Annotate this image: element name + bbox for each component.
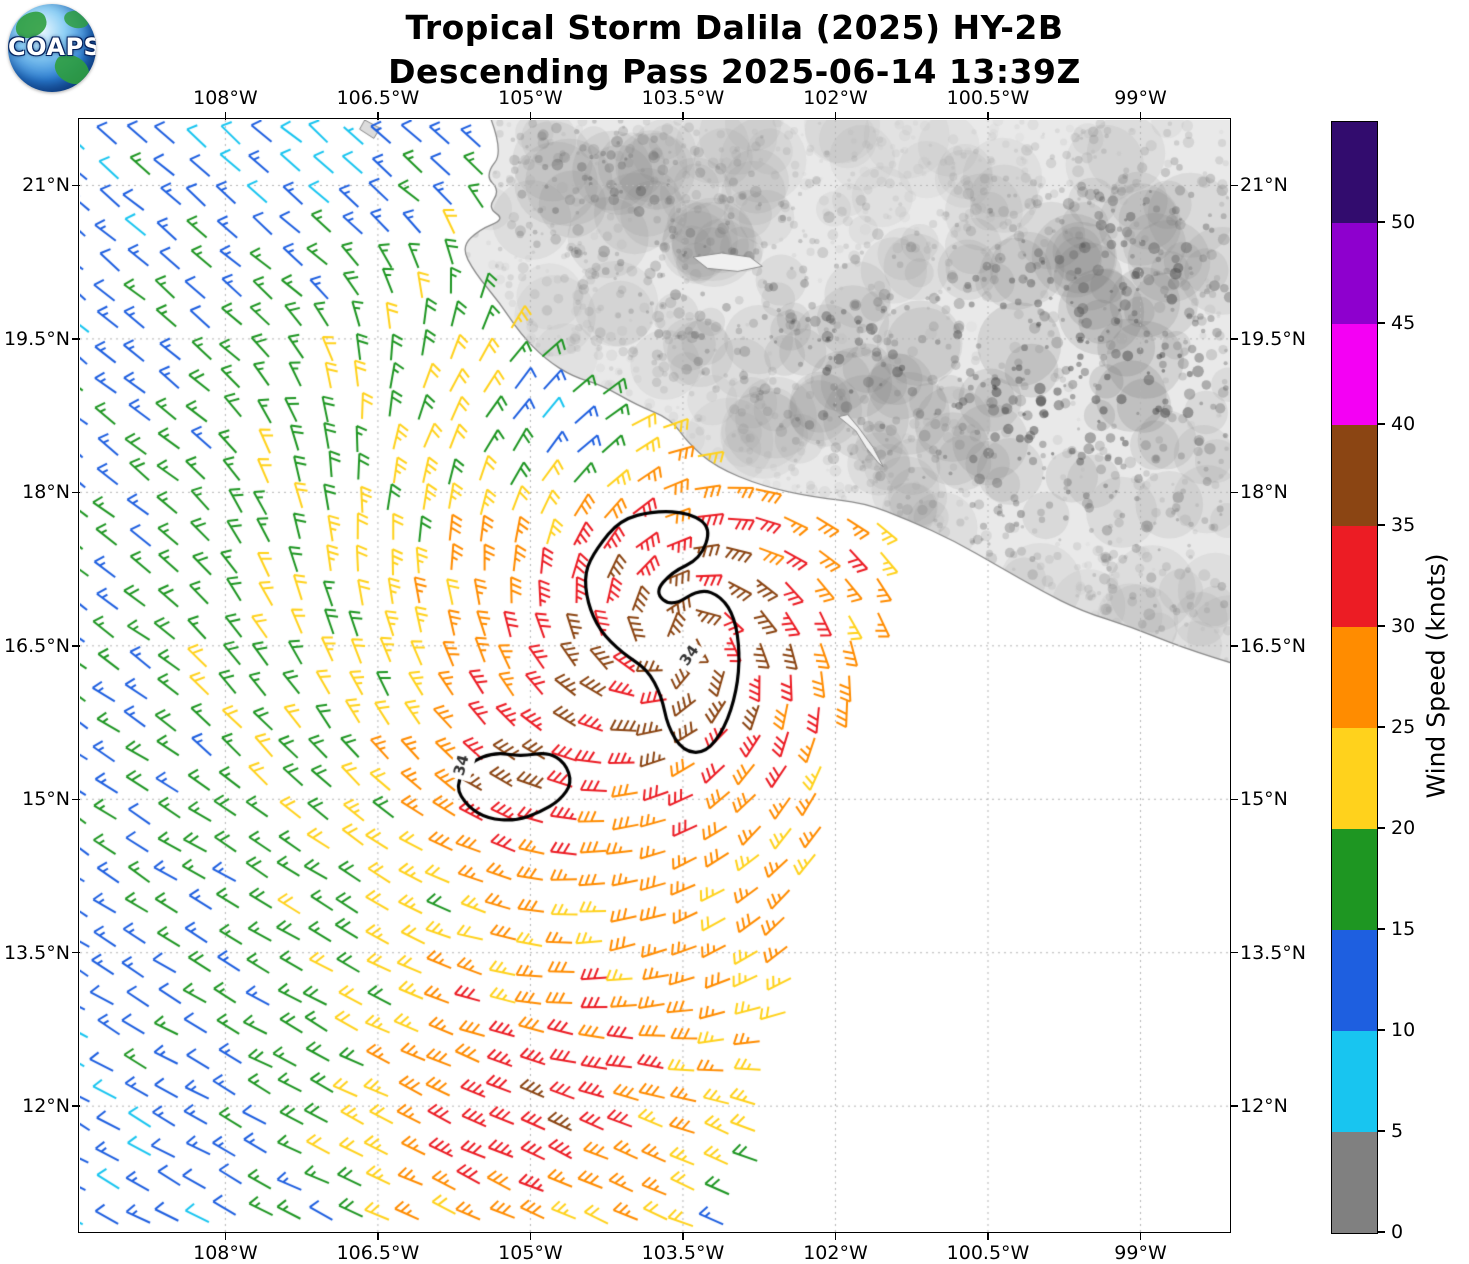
x-tick-label: 102°W (803, 1242, 868, 1264)
colorbar-tick-mark (1378, 625, 1385, 627)
x-tick-mark (224, 112, 227, 120)
colorbar-tick-mark (1378, 1029, 1385, 1031)
colorbar-segment (1332, 728, 1377, 829)
y-tick-mark (72, 338, 80, 340)
y-tick-label: 15°N (1240, 788, 1288, 811)
y-tick-mark (1230, 645, 1238, 647)
y-tick-mark (72, 951, 80, 954)
colorbar-segment (1332, 122, 1377, 223)
logo-text: COAPS (8, 32, 96, 61)
colorbar-tick-mark (1378, 928, 1385, 930)
colorbar-segment (1332, 223, 1377, 324)
y-tick-label: 16.5°N (1240, 634, 1307, 657)
colorbar-segment (1332, 1031, 1377, 1132)
y-tick-mark (72, 491, 80, 494)
colorbar-tick-mark (1378, 827, 1385, 829)
colorbar-segment (1332, 324, 1377, 425)
colorbar-tick-mark (1378, 221, 1385, 223)
x-tick-label: 99°W (1114, 87, 1167, 109)
x-tick-mark (1139, 112, 1142, 120)
colorbar-tick-label: 25 (1391, 716, 1416, 738)
colorbar (1331, 121, 1378, 1234)
colorbar-tick-label: 20 (1391, 817, 1416, 839)
y-tick-label: 19.5°N (1240, 327, 1307, 350)
colorbar-tick-label: 15 (1391, 918, 1416, 940)
x-tick-mark (682, 112, 684, 120)
colorbar-segments (1332, 122, 1377, 1233)
title-line-2: Descending Pass 2025-06-14 13:39Z (388, 52, 1081, 91)
y-tick-label: 13.5°N (1240, 941, 1307, 964)
x-tick-label: 103.5°W (641, 87, 725, 109)
x-tick-mark (834, 112, 837, 120)
y-tick-label: 12°N (22, 1095, 70, 1118)
colorbar-tick-mark (1378, 524, 1385, 526)
colorbar-tick-label: 5 (1391, 1120, 1404, 1142)
y-tick-mark (72, 798, 80, 801)
colorbar-segment (1332, 1132, 1377, 1233)
x-tick-label: 103.5°W (641, 1242, 725, 1264)
colorbar-tick-mark (1378, 322, 1385, 324)
x-tick-label: 108°W (193, 1242, 258, 1264)
colorbar-tick-label: 0 (1391, 1221, 1404, 1243)
x-tick-mark (377, 1232, 379, 1240)
wind-barb-map-canvas (80, 120, 1230, 1232)
y-tick-label: 18°N (1240, 481, 1288, 504)
colorbar-tick-mark (1378, 423, 1385, 425)
colorbar-tick-label: 40 (1391, 413, 1416, 435)
y-tick-label: 18°N (22, 481, 70, 504)
x-tick-label: 108°W (193, 87, 258, 109)
x-tick-mark (529, 112, 532, 120)
colorbar-tick-label: 35 (1391, 514, 1416, 536)
y-tick-label: 16.5°N (3, 634, 70, 657)
colorbar-tick-mark (1378, 726, 1385, 728)
colorbar-tick-label: 45 (1391, 312, 1416, 334)
colorbar-segment (1332, 627, 1377, 728)
colorbar-tick-label: 10 (1391, 1019, 1416, 1041)
chart-title: Tropical Storm Dalila (2025) HY-2B Desce… (0, 6, 1469, 94)
x-tick-mark (1139, 1232, 1142, 1240)
x-tick-label: 99°W (1114, 1242, 1167, 1264)
colorbar-segment (1332, 829, 1377, 930)
x-tick-label: 100.5°W (946, 1242, 1030, 1264)
y-tick-mark (1230, 338, 1238, 340)
x-tick-label: 106.5°W (336, 87, 420, 109)
y-tick-label: 19.5°N (3, 327, 70, 350)
x-tick-mark (682, 1232, 684, 1240)
y-tick-label: 13.5°N (3, 941, 70, 964)
x-tick-mark (987, 112, 989, 120)
x-tick-label: 106.5°W (336, 1242, 420, 1264)
x-tick-mark (834, 1232, 837, 1240)
x-tick-label: 100.5°W (946, 87, 1030, 109)
y-tick-label: 12°N (1240, 1095, 1288, 1118)
y-tick-mark (1230, 798, 1238, 801)
x-tick-mark (224, 1232, 227, 1240)
x-tick-mark (529, 1232, 532, 1240)
title-line-1: Tropical Storm Dalila (2025) HY-2B (405, 8, 1064, 47)
y-tick-mark (1230, 951, 1238, 954)
x-tick-label: 105°W (498, 1242, 563, 1264)
x-tick-mark (377, 112, 379, 120)
y-tick-label: 21°N (1240, 174, 1288, 197)
y-tick-label: 15°N (22, 788, 70, 811)
colorbar-axis-label: Wind Speed (knots) (1421, 553, 1451, 799)
y-tick-mark (1230, 1105, 1238, 1107)
y-tick-mark (72, 184, 80, 187)
colorbar-segment (1332, 425, 1377, 526)
colorbar-tick-mark (1378, 1231, 1385, 1233)
y-tick-mark (72, 1105, 80, 1107)
x-tick-label: 105°W (498, 87, 563, 109)
y-tick-label: 21°N (22, 174, 70, 197)
colorbar-segment (1332, 526, 1377, 627)
colorbar-tick-label: 30 (1391, 615, 1416, 637)
coaps-logo: COAPS (8, 4, 96, 92)
colorbar-segment (1332, 930, 1377, 1031)
x-tick-mark (987, 1232, 989, 1240)
y-tick-mark (1230, 184, 1238, 187)
colorbar-tick-label: 50 (1391, 211, 1416, 233)
x-tick-label: 102°W (803, 87, 868, 109)
y-tick-mark (72, 645, 80, 647)
colorbar-tick-mark (1378, 1130, 1385, 1132)
y-tick-mark (1230, 491, 1238, 494)
